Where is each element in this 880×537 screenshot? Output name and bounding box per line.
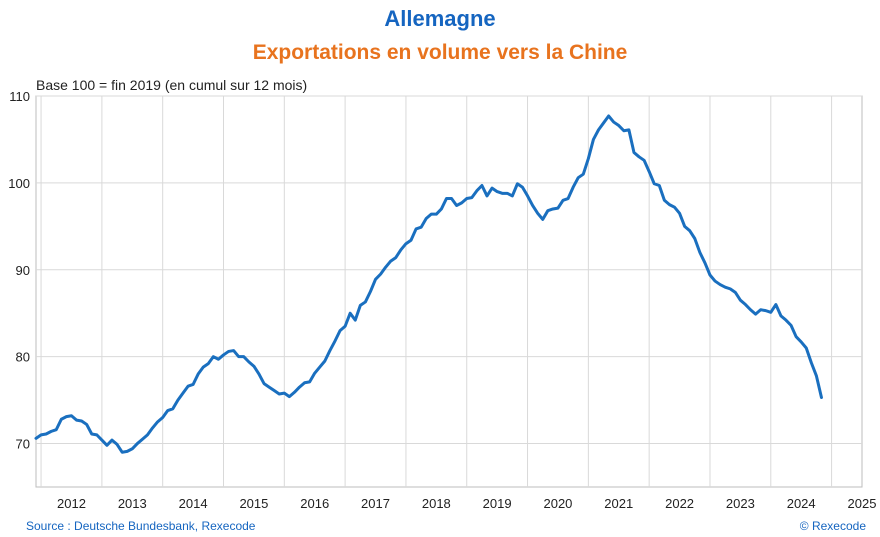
x-tick-label: 2021: [604, 496, 633, 511]
plot-frame: [35, 95, 863, 488]
y-tick-label: 100: [8, 176, 30, 191]
x-tick-label: 2022: [665, 496, 694, 511]
x-tick-label: 2016: [300, 496, 329, 511]
y-axis-unit-label: Base 100 = fin 2019 (en cumul sur 12 moi…: [36, 77, 308, 93]
y-tick-label: 110: [9, 89, 30, 104]
y-tick-label: 90: [16, 263, 30, 278]
x-tick-label: 2019: [483, 496, 512, 511]
source-note: Source : Deutsche Bundesbank, Rexecode: [26, 519, 256, 533]
chart-subtitle: Exportations en volume vers la Chine: [252, 41, 628, 64]
x-tick-label: 2017: [361, 496, 390, 511]
axes: 70 80 90 100 110 2012 2013 2014 2015 2016 2017 2018…: [8, 89, 876, 511]
copyright-note: © Rexecode: [799, 519, 866, 533]
x-tick-label: 2025: [848, 496, 877, 511]
y-tick-label: 70: [16, 437, 30, 452]
x-tick-label: 2012: [57, 496, 86, 511]
series-layer: [34, 114, 823, 454]
x-tick-label: 2023: [726, 496, 755, 511]
x-tick-label: 2018: [422, 496, 451, 511]
x-tick-label: 2024: [787, 496, 816, 511]
grid: [35, 95, 863, 488]
x-tick-label: 2013: [118, 496, 147, 511]
x-tick-label: 2020: [543, 496, 572, 511]
x-tick-label: 2014: [179, 496, 208, 511]
chart-title: Allemagne: [384, 6, 496, 31]
x-tick-label: 2015: [239, 496, 268, 511]
series-line-0: [34, 114, 823, 454]
y-tick-label: 80: [16, 350, 30, 365]
